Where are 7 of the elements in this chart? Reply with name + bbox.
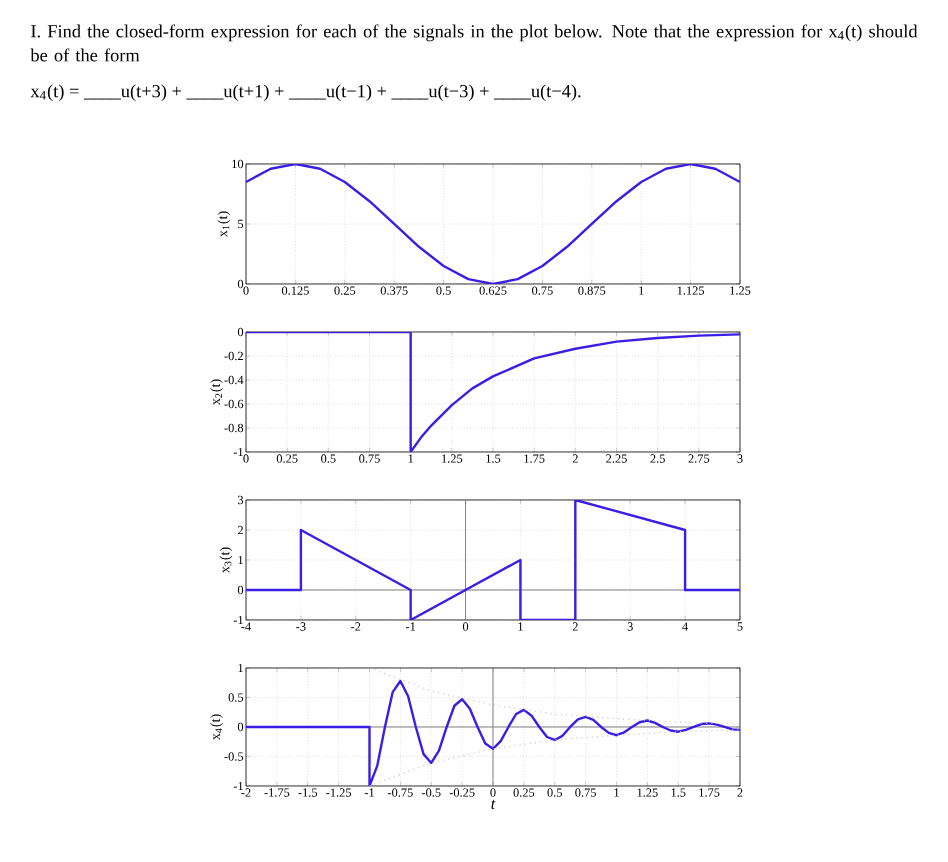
line-series — [246, 499, 740, 620]
x-axis-title: t — [491, 799, 496, 810]
chart-subtitle: x$_{4}$(t) = ____u(t+3) + ____u(t+1) + ____u(t−1) + ____u(t−3) + ____u(t−4). — [30, 84, 581, 102]
line-series — [246, 163, 740, 284]
line-series — [246, 679, 740, 786]
line-series — [246, 331, 740, 452]
chart-title: I. Find the closed-form expression for each of the signals in the plot below. Note that the expression for x$_{4}$(t) should be of the form — [30, 24, 918, 62]
